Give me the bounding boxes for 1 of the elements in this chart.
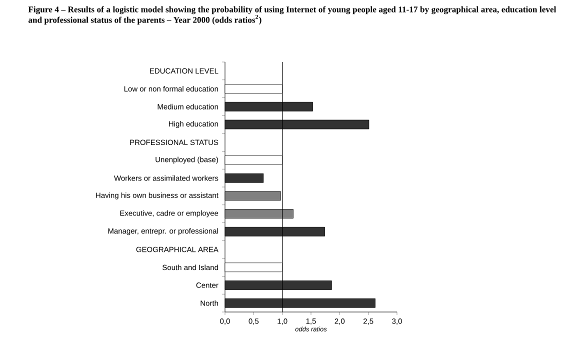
chart-title: Figure 4 – Results of a logistic model showing the probability of using Internet of young people aged 11-17 by geographical area, education level and professional status of the parents – Year 2000 (odds ratios$^{2}$) [28,6,556,25]
